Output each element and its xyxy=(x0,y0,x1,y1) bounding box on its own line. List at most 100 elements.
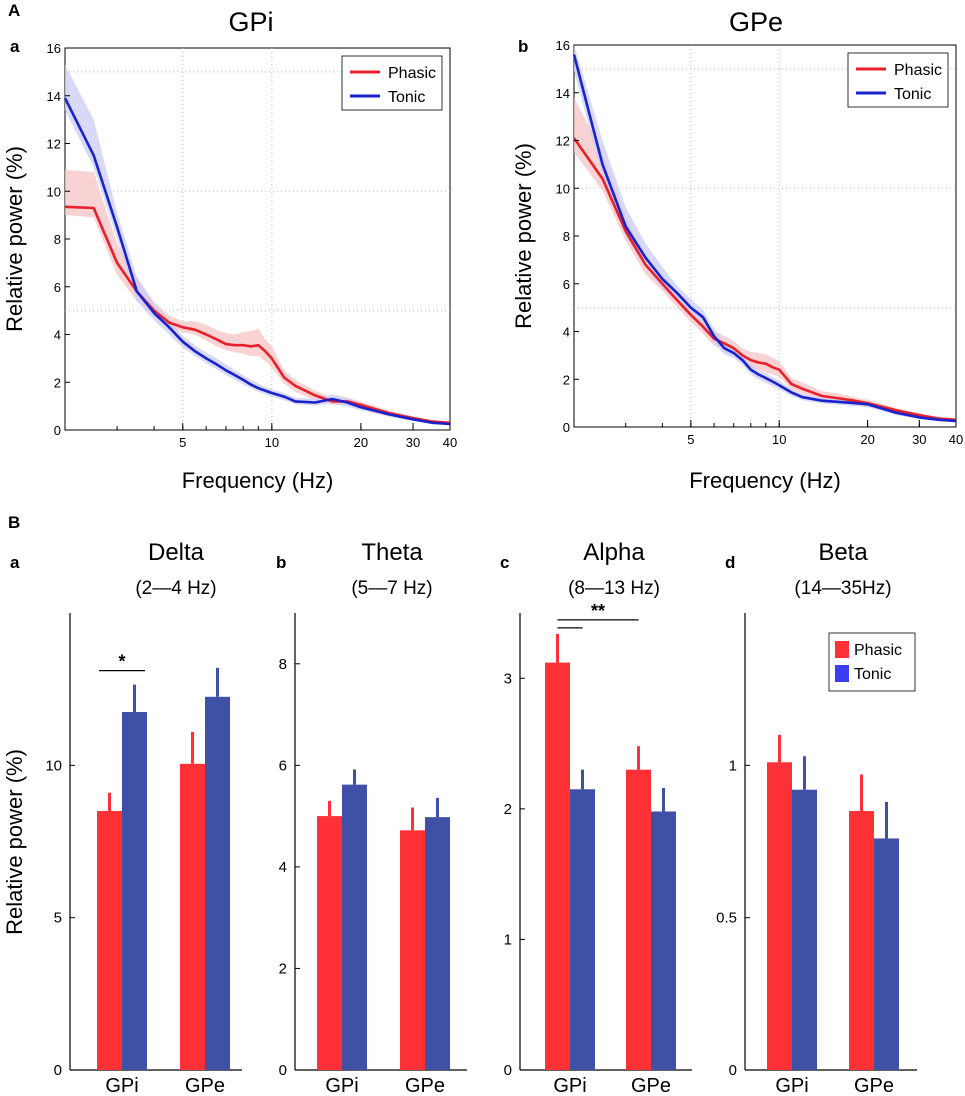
legend-label-tonic: Tonic xyxy=(388,89,425,106)
y-tick-label: 0 xyxy=(504,1062,512,1079)
x-axis-label: Frequency (Hz) xyxy=(182,468,334,493)
x-tick-label: 30 xyxy=(406,435,420,450)
chart-subtitle: (5—7 Hz) xyxy=(351,578,432,599)
y-tick-label: 0 xyxy=(729,1062,737,1079)
legend-label-tonic: Tonic xyxy=(854,666,891,683)
y-tick-label: 8 xyxy=(54,232,61,247)
y-tick-label: 8 xyxy=(563,229,570,244)
legend-label-phasic: Phasic xyxy=(388,65,436,82)
bar-tonic-gpe xyxy=(651,811,676,1070)
y-tick-label: 6 xyxy=(279,757,287,774)
category-label-gpi: GPi xyxy=(553,1075,586,1096)
bar-chart-beta: 0 0.5 1 GPi GPe Beta (14—35Hz) d Phasic Tonic xyxy=(716,539,917,1096)
y-tick-label: 16 xyxy=(556,38,570,53)
category-label-gpi: GPi xyxy=(775,1075,808,1096)
bar-tonic-gpi xyxy=(342,784,367,1070)
x-axis-label: Frequency (Hz) xyxy=(689,468,841,493)
chart-title: Alpha xyxy=(583,539,645,566)
bar-tonic-gpe xyxy=(425,817,450,1070)
series-line-tonic xyxy=(63,97,451,426)
panel-label-b: B xyxy=(8,513,20,532)
series-band-phasic xyxy=(574,97,956,421)
y-tick-label: 10 xyxy=(47,184,61,199)
y-tick-label: 1 xyxy=(504,931,512,948)
bar-chart-alpha: 0 1 2 3 GPi GPe Alpha (8—13 Hz) c ** xyxy=(500,539,692,1096)
y-axis-label: Relative power (%) xyxy=(511,143,536,329)
bar-tonic-gpi xyxy=(570,789,595,1070)
bar-phasic-gpi xyxy=(97,811,122,1070)
legend-label-phasic: Phasic xyxy=(894,62,942,79)
subpanel-label: a xyxy=(10,553,20,572)
x-tick-label: 5 xyxy=(687,432,694,447)
y-tick-label: 12 xyxy=(47,137,61,152)
y-tick-label: 8 xyxy=(279,656,287,673)
bar-phasic-gpe xyxy=(180,763,205,1070)
category-label-gpe: GPe xyxy=(631,1075,671,1096)
x-tick-label: 20 xyxy=(354,435,368,450)
y-tick-label: 14 xyxy=(47,89,61,104)
y-tick-label: 12 xyxy=(556,134,570,149)
y-tick-label: 14 xyxy=(556,86,570,101)
legend-label-tonic: Tonic xyxy=(894,86,931,103)
bar-chart-theta: 0 2 4 6 8 GPi GPe Theta (5—7 Hz) b xyxy=(276,539,467,1096)
bar-tonic-gpe xyxy=(205,696,230,1070)
category-label-gpe: GPe xyxy=(854,1075,894,1096)
chart-subtitle: (2—4 Hz) xyxy=(135,578,216,599)
y-tick-label: 4 xyxy=(54,328,61,343)
y-tick-label: 0 xyxy=(279,1062,287,1079)
y-tick-label: 0.5 xyxy=(716,910,737,927)
line-chart-gpi: 0 2 4 6 8 10 12 14 16 5 10 20 30 40 GPi a Frequency (Hz)… xyxy=(2,7,457,493)
x-tick-label: 40 xyxy=(443,435,457,450)
bar-phasic-gpe xyxy=(849,811,874,1070)
y-tick-label: 10 xyxy=(556,181,570,196)
bar-phasic-gpi xyxy=(545,662,570,1070)
bar-chart-delta: 0 5 10 GPi GPe Delta (2—4 Hz) a Relative power (… xyxy=(2,539,242,1096)
category-label-gpe: GPe xyxy=(405,1075,445,1096)
y-tick-label: 2 xyxy=(563,372,570,387)
series-line-tonic xyxy=(572,54,957,423)
y-tick-label: 16 xyxy=(47,41,61,56)
chart-title: Beta xyxy=(818,539,868,566)
panel-label-a: A xyxy=(8,1,20,20)
y-tick-label: 2 xyxy=(279,960,287,977)
subpanel-label: c xyxy=(500,553,509,572)
x-tick-label: 40 xyxy=(949,432,963,447)
y-tick-label: 2 xyxy=(54,375,61,390)
x-tick-label: 10 xyxy=(265,435,279,450)
chart-subtitle: (8—13 Hz) xyxy=(568,578,660,599)
category-label-gpe: GPe xyxy=(185,1075,225,1096)
y-tick-label: 1 xyxy=(729,757,737,774)
y-axis-label: Relative power (%) xyxy=(2,146,27,332)
significance-marker: * xyxy=(118,652,125,672)
subpanel-label: a xyxy=(10,37,20,56)
y-tick-label: 0 xyxy=(54,1062,62,1079)
bar-phasic-gpe xyxy=(626,769,651,1070)
legend-box xyxy=(341,55,443,111)
bar-tonic-gpi xyxy=(122,712,147,1070)
bar-tonic-gpe xyxy=(874,838,899,1070)
legend-swatch-phasic xyxy=(835,641,849,658)
y-tick-label: 0 xyxy=(54,423,61,438)
chart-title: GPe xyxy=(729,7,783,37)
series-line-phasic xyxy=(572,137,957,422)
legend-box xyxy=(847,52,949,108)
chart-title: Delta xyxy=(148,539,205,566)
y-tick-label: 6 xyxy=(54,280,61,295)
significance-marker: ** xyxy=(591,601,605,621)
y-tick-label: 4 xyxy=(563,325,570,340)
y-tick-label: 3 xyxy=(504,670,512,687)
bar-tonic-gpi xyxy=(792,789,817,1070)
x-tick-label: 20 xyxy=(860,432,874,447)
y-tick-label: 5 xyxy=(54,910,62,927)
y-tick-label: 6 xyxy=(563,277,570,292)
category-label-gpi: GPi xyxy=(325,1075,358,1096)
y-tick-label: 4 xyxy=(279,859,287,876)
series-line-phasic xyxy=(64,205,451,425)
x-tick-label: 30 xyxy=(912,432,926,447)
x-tick-label: 5 xyxy=(179,435,186,450)
bar-phasic-gpi xyxy=(767,762,792,1070)
subpanel-label: b xyxy=(276,553,286,572)
line-chart-gpe: 0 2 4 6 8 10 12 14 16 5 10 20 30 40 GPe b Frequency (Hz)… xyxy=(511,7,963,493)
chart-title: GPi xyxy=(228,7,273,37)
